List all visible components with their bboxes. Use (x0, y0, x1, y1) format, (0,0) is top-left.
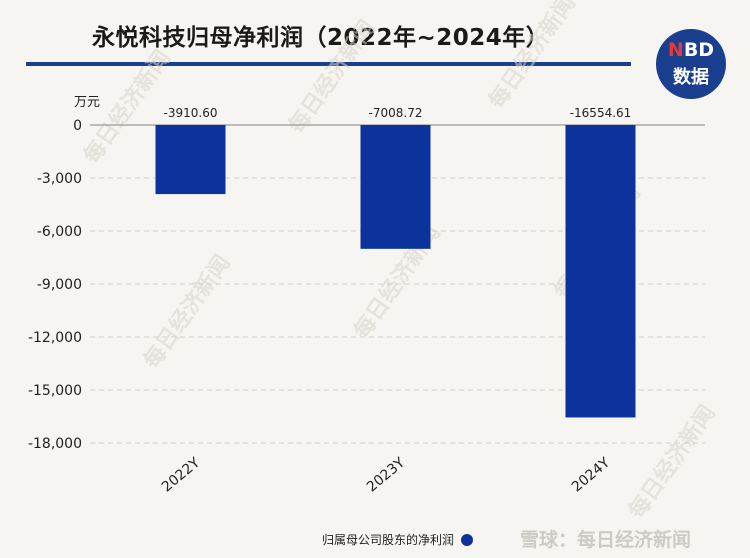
y-tick-label: -9,000 (37, 277, 82, 293)
watermark-text: 每日经济新闻 (139, 250, 236, 373)
legend: 归属母公司股东的净利润 (322, 532, 473, 547)
bar (155, 125, 226, 195)
data-label: -16554.61 (570, 106, 632, 120)
x-tick-label: 2023Y (364, 455, 408, 496)
legend-marker (461, 534, 473, 546)
bars: -3910.60 -7008.72 -16554.61 (155, 106, 636, 418)
x-tick-label: 2024Y (569, 455, 613, 496)
y-tick-label: -12,000 (28, 330, 82, 346)
watermark-text: 每日经济新闻 (624, 400, 721, 523)
logo-line1: NBD (667, 39, 715, 61)
title-underline (26, 62, 631, 66)
x-tick-label: 2022Y (159, 455, 203, 496)
y-tick-label: -18,000 (28, 436, 82, 452)
bar (360, 125, 431, 249)
data-label: -3910.60 (164, 106, 218, 120)
y-tick-label: -15,000 (28, 383, 82, 399)
y-tick-label: -6,000 (37, 224, 82, 240)
bar (565, 125, 636, 418)
legend-label: 归属母公司股东的净利润 (322, 532, 454, 547)
y-tick-label: 0 (73, 118, 82, 134)
nbd-logo: NBD 数据 (656, 29, 726, 99)
y-tick-label: -3,000 (37, 171, 82, 187)
y-axis: 0 -3,000 -6,000 -9,000 -12,000 -15,000 -18,000… (28, 95, 100, 452)
data-label: -7008.72 (369, 106, 423, 120)
watermark-text: 每日经济新闻 (484, 0, 581, 113)
footer-watermark: 雪球：每日经济新闻 (520, 529, 692, 551)
logo-line2: 数据 (673, 67, 709, 88)
chart-title: 永悦科技归母净利润（2022年~2024年） (92, 25, 550, 51)
x-axis: 2022Y 2023Y 2024Y (159, 455, 613, 496)
watermark-text: 每日经济新闻 (284, 15, 381, 138)
y-axis-unit-label: 万元 (74, 95, 100, 110)
